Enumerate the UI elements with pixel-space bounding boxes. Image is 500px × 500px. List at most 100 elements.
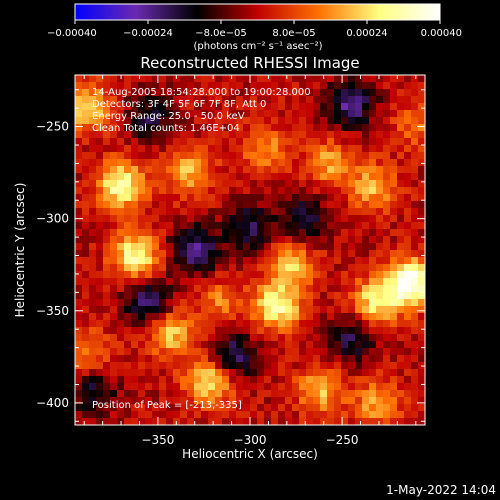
heatmap-cell xyxy=(299,264,307,272)
heatmap-cell xyxy=(383,124,391,132)
heatmap-cell xyxy=(229,180,237,188)
y-tick-label: −350 xyxy=(36,304,69,318)
heatmap-cell xyxy=(418,89,426,97)
heatmap-cell xyxy=(201,334,209,342)
heatmap-cell xyxy=(411,194,419,202)
heatmap-cell xyxy=(159,327,167,335)
heatmap-cell xyxy=(236,173,244,181)
heatmap-cell xyxy=(89,152,97,160)
heatmap-cell xyxy=(208,208,216,216)
heatmap-cell xyxy=(180,194,188,202)
heatmap-cell xyxy=(187,159,195,167)
heatmap-cell xyxy=(390,131,398,139)
heatmap-cell xyxy=(383,103,391,111)
heatmap-cell xyxy=(376,152,384,160)
heatmap-cell xyxy=(229,110,237,118)
heatmap-cell xyxy=(229,89,237,97)
heatmap-cell xyxy=(187,110,195,118)
heatmap-cell xyxy=(236,166,244,174)
heatmap-cell xyxy=(341,362,349,370)
heatmap-cell xyxy=(201,397,209,405)
heatmap-cell xyxy=(348,271,356,279)
heatmap-cell xyxy=(145,131,153,139)
heatmap-cell xyxy=(348,376,356,384)
heatmap-cell xyxy=(208,397,216,405)
heatmap-cell xyxy=(285,82,293,90)
heatmap-cell xyxy=(348,166,356,174)
heatmap-cell xyxy=(89,320,97,328)
heatmap-cell xyxy=(173,320,181,328)
heatmap-cell xyxy=(278,383,286,391)
heatmap-cell xyxy=(131,278,139,286)
heatmap-cell xyxy=(362,236,370,244)
heatmap-cell xyxy=(187,194,195,202)
heatmap-cell xyxy=(390,75,398,83)
heatmap-cell xyxy=(320,390,328,398)
heatmap-cell xyxy=(208,124,216,132)
heatmap-cell xyxy=(236,334,244,342)
heatmap-cell xyxy=(278,103,286,111)
heatmap-cell xyxy=(306,180,314,188)
heatmap-cell xyxy=(362,194,370,202)
heatmap-cell xyxy=(145,355,153,363)
heatmap-cell xyxy=(355,117,363,125)
heatmap-cell xyxy=(145,418,153,426)
heatmap-cell xyxy=(152,306,160,314)
heatmap-cell xyxy=(355,292,363,300)
heatmap-cell xyxy=(138,257,146,265)
heatmap-cell xyxy=(152,292,160,300)
heatmap-cell xyxy=(257,264,265,272)
heatmap-cell xyxy=(131,271,139,279)
heatmap-cell xyxy=(327,278,335,286)
heatmap-cell xyxy=(215,152,223,160)
heatmap-cell xyxy=(390,250,398,258)
heatmap-cell xyxy=(404,180,412,188)
heatmap-cell xyxy=(418,222,426,230)
heatmap-cell xyxy=(264,313,272,321)
heatmap-cell xyxy=(250,278,258,286)
heatmap-cell xyxy=(152,271,160,279)
heatmap-cell xyxy=(320,306,328,314)
heatmap-cell xyxy=(96,152,104,160)
heatmap-cell xyxy=(103,369,111,377)
heatmap-cell xyxy=(103,320,111,328)
heatmap-cell xyxy=(89,110,97,118)
heatmap-cell xyxy=(131,292,139,300)
heatmap-cell xyxy=(138,313,146,321)
heatmap-cell xyxy=(404,194,412,202)
heatmap-cell xyxy=(292,257,300,265)
heatmap-cell xyxy=(124,327,132,335)
heatmap-cell xyxy=(271,103,279,111)
heatmap-cell xyxy=(285,362,293,370)
heatmap-cell xyxy=(145,327,153,335)
heatmap-cell xyxy=(250,96,258,104)
heatmap-cell xyxy=(75,278,83,286)
heatmap-cell xyxy=(278,243,286,251)
heatmap-cell xyxy=(236,418,244,426)
heatmap-cell xyxy=(257,117,265,125)
heatmap-cell xyxy=(299,348,307,356)
heatmap-cell xyxy=(306,215,314,223)
heatmap-cell xyxy=(103,243,111,251)
heatmap-cell xyxy=(166,376,174,384)
heatmap-cell xyxy=(124,264,132,272)
heatmap-cell xyxy=(250,285,258,293)
heatmap-cell xyxy=(341,117,349,125)
heatmap-cell xyxy=(215,187,223,195)
heatmap-cell xyxy=(257,208,265,216)
heatmap-cell xyxy=(236,348,244,356)
heatmap-cell xyxy=(215,208,223,216)
heatmap-cell xyxy=(187,341,195,349)
heatmap-cell xyxy=(131,110,139,118)
heatmap-cell xyxy=(320,334,328,342)
heatmap-cell xyxy=(271,152,279,160)
heatmap-cell xyxy=(173,299,181,307)
heatmap-cell xyxy=(96,124,104,132)
heatmap-cell xyxy=(348,187,356,195)
heatmap-cell xyxy=(411,306,419,314)
colorbar-tick-label: −0.00024 xyxy=(123,28,173,39)
heatmap-cell xyxy=(89,278,97,286)
heatmap-cell xyxy=(180,103,188,111)
heatmap-cell xyxy=(180,257,188,265)
heatmap-cell xyxy=(299,397,307,405)
